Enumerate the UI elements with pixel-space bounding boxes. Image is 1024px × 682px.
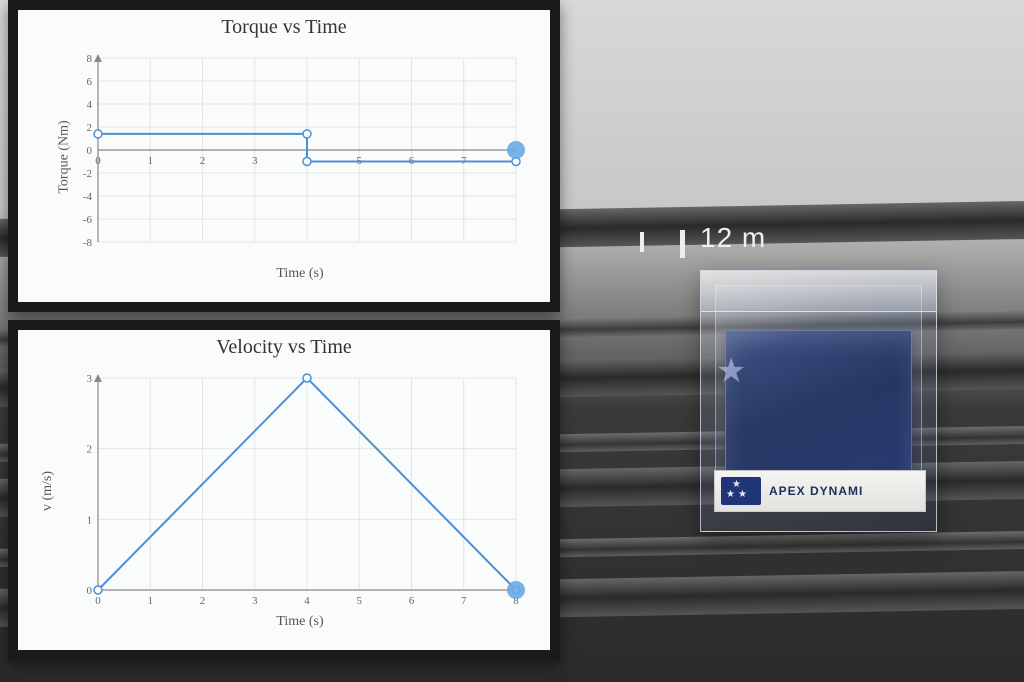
torque-chart-svg: 012345678-8-6-4-202468	[68, 50, 530, 264]
ruler-label: 12 m	[700, 222, 766, 254]
svg-text:2: 2	[87, 444, 93, 456]
svg-text:3: 3	[252, 595, 258, 607]
torque-ylabel: Torque (Nm)	[57, 120, 73, 193]
svg-text:2: 2	[200, 155, 206, 167]
ruler-tick-icon	[640, 232, 644, 252]
torque-plot-area: Torque (Nm) 012345678-8-6-4-202468 Time …	[68, 50, 532, 264]
svg-text:7: 7	[461, 595, 467, 607]
svg-text:4: 4	[87, 99, 93, 111]
svg-text:6: 6	[87, 76, 93, 88]
brand-strip: APEX DYNAMI	[714, 470, 926, 512]
svg-text:1: 1	[148, 595, 154, 607]
svg-text:2: 2	[87, 122, 93, 134]
velocity-xlabel: Time (s)	[68, 614, 532, 630]
svg-text:1: 1	[148, 155, 154, 167]
svg-text:6: 6	[409, 595, 415, 607]
product-cube: APEX DYNAMI	[700, 270, 935, 530]
velocity-chart-title: Velocity vs Time	[18, 330, 550, 366]
cube-top-reflection	[701, 271, 936, 312]
ruler-tick-icon	[680, 230, 685, 258]
svg-text:0: 0	[87, 585, 93, 597]
svg-text:4: 4	[304, 595, 310, 607]
svg-text:0: 0	[95, 595, 101, 607]
torque-chart-title: Torque vs Time	[18, 10, 550, 46]
svg-text:-8: -8	[83, 237, 93, 249]
svg-text:-2: -2	[83, 168, 92, 180]
torque-xlabel: Time (s)	[68, 266, 532, 282]
svg-text:8: 8	[87, 53, 93, 65]
svg-text:0: 0	[87, 145, 93, 157]
brand-text: APEX DYNAMI	[769, 484, 863, 498]
svg-text:0: 0	[95, 155, 101, 167]
svg-text:1: 1	[87, 514, 93, 526]
svg-text:-4: -4	[83, 191, 93, 203]
velocity-plot-area: v (m/s) 0123456780123 Time (s)	[68, 370, 532, 612]
brand-flag-icon	[721, 477, 761, 505]
velocity-chart-panel: Velocity vs Time v (m/s) 0123456780123 T…	[8, 320, 560, 660]
velocity-ylabel: v (m/s)	[40, 471, 56, 511]
svg-text:3: 3	[87, 373, 93, 385]
svg-text:-6: -6	[83, 214, 93, 226]
svg-text:3: 3	[252, 155, 258, 167]
svg-text:2: 2	[200, 595, 206, 607]
svg-text:5: 5	[357, 595, 363, 607]
torque-chart-panel: Torque vs Time Torque (Nm) 012345678-8-6…	[8, 0, 560, 312]
scene-root: 12 m APEX DYNAMI Torque vs Time Torque (…	[0, 0, 1024, 682]
velocity-chart-svg: 0123456780123	[68, 370, 530, 612]
